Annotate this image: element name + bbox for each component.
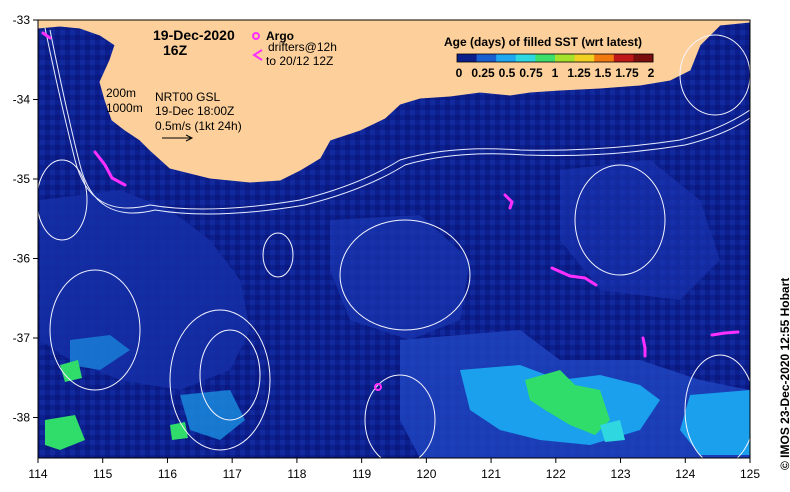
- colorbar-swatch: [555, 54, 576, 62]
- argo-legend: Argo: [252, 29, 294, 43]
- x-tick-label: 115: [93, 467, 112, 481]
- x-tick-label: 121: [481, 467, 501, 481]
- eddy-contours: [38, 34, 750, 458]
- y-tick-label: -33: [13, 13, 31, 27]
- copyright-credit: © IMOS 23-Dec-2020 12:55 Hobart: [778, 277, 790, 470]
- argo-legend-label: Argo: [266, 29, 294, 43]
- x-axis-ticks: 114 115 116 117 118 119 120 121 122 123 124 125: [28, 458, 760, 481]
- colorbar-tick-label: 0.25: [471, 66, 495, 80]
- colorbar-swatch: [574, 54, 595, 62]
- plot-frame: [37, 19, 751, 459]
- vector-scale-label: 0.5m/s (1kt 24h): [155, 119, 242, 133]
- colorbar-swatch: [476, 54, 497, 62]
- argo-legend-icon: [252, 32, 260, 40]
- depth-label-1000: 1000m: [106, 101, 143, 115]
- colorbar-tick-label: 1.25: [567, 66, 591, 80]
- drifter-tracks: [41, 31, 740, 358]
- drifter-legend: drifters@12h to 20/12 12Z: [252, 40, 337, 68]
- y-tick-label: -34: [13, 93, 31, 107]
- colorbar-swatch: [535, 54, 556, 62]
- colorbar-swatch: [633, 54, 654, 62]
- model-time-label: 19-Dec 18:00Z: [155, 104, 234, 118]
- colorbar-tick-label: 1: [552, 66, 559, 80]
- x-tick-label: 119: [352, 467, 371, 481]
- x-tick-label: 117: [223, 467, 242, 481]
- colorbar-tick-label: 0: [456, 66, 463, 80]
- colorbar-swatch: [515, 54, 536, 62]
- colorbar-tick-label: 0.75: [519, 66, 543, 80]
- colorbar-swatches: [457, 54, 654, 62]
- sst-age-patches: [40, 160, 750, 458]
- argo-float-marker: [374, 383, 382, 391]
- y-axis-ticks: -33 -34 -35 -36 -37 -38: [13, 13, 38, 425]
- colorbar-swatch: [496, 54, 517, 62]
- colorbar-tick-label: 0.5: [499, 66, 516, 80]
- colorbar-frame: [456, 53, 654, 63]
- map-date: 19-Dec-2020: [153, 27, 235, 43]
- model-label: NRT00 GSL: [155, 90, 220, 104]
- colorbar-title: Age (days) of filled SST (wrt latest): [444, 35, 642, 49]
- colorbar-swatch: [457, 54, 478, 62]
- x-tick-label: 120: [416, 467, 436, 481]
- x-tick-label: 124: [675, 467, 695, 481]
- vector-scale-arrow: [162, 134, 194, 142]
- map-hour: 16Z: [163, 42, 188, 58]
- drifter-legend-icon: [252, 49, 263, 61]
- y-tick-label: -36: [13, 252, 31, 266]
- x-tick-label: 114: [28, 467, 47, 481]
- colorbar-tick-label: 1.5: [595, 66, 612, 80]
- drifter-legend-label-1: drifters@12h: [268, 40, 337, 54]
- colorbar-tick-label: 1.75: [615, 66, 639, 80]
- x-tick-label: 116: [158, 467, 177, 481]
- x-tick-label: 123: [611, 467, 631, 481]
- y-tick-label: -35: [13, 172, 31, 186]
- colorbar-swatch: [594, 54, 615, 62]
- drifter-legend-label-2: to 20/12 12Z: [266, 54, 333, 68]
- x-tick-label: 118: [287, 467, 306, 481]
- x-tick-label: 125: [740, 467, 760, 481]
- y-tick-label: -38: [13, 411, 31, 425]
- colorbar-tick-labels: 0 0.25 0.5 0.75 1 1.25 1.5 1.75 2: [456, 66, 655, 80]
- y-tick-label: -37: [13, 331, 31, 345]
- colorbar-tick-label: 2: [648, 66, 655, 80]
- depth-label-200: 200m: [106, 86, 136, 100]
- x-tick-label: 122: [546, 467, 566, 481]
- colorbar-swatch: [613, 54, 634, 62]
